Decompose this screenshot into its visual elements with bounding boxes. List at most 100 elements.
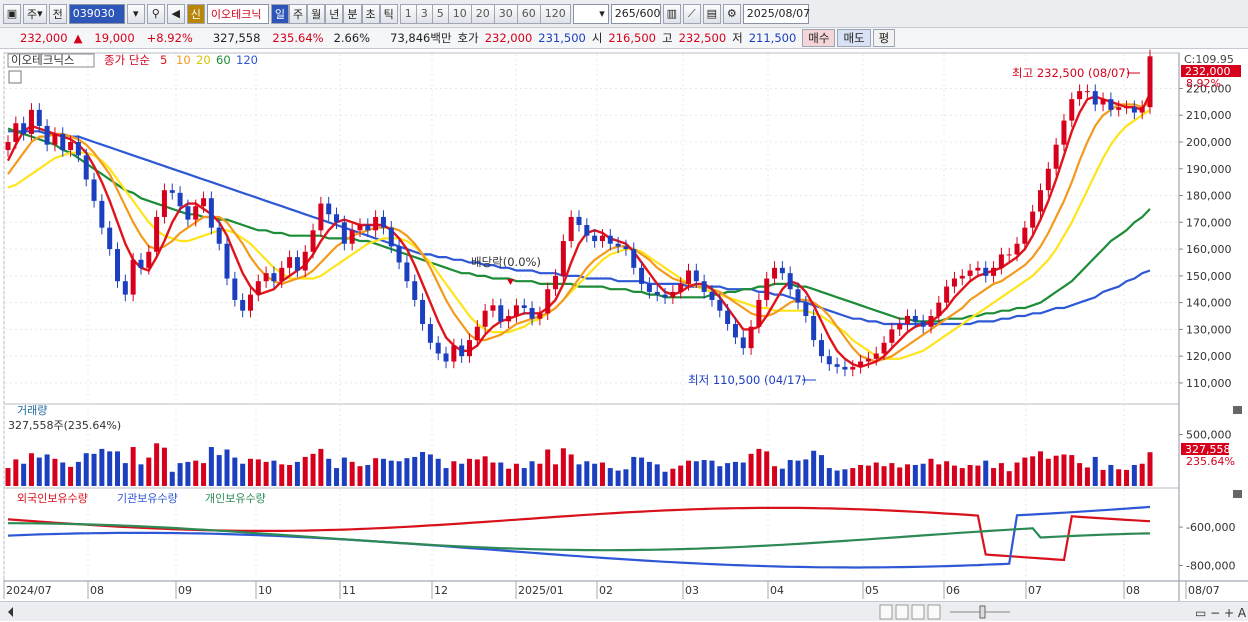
prev-button[interactable]: 전	[48, 3, 67, 24]
holdings-panel-close-icon[interactable]	[1233, 490, 1242, 498]
forward-button[interactable]	[927, 604, 941, 620]
volume-bar	[889, 463, 895, 486]
save-icon[interactable]: ▤	[702, 3, 721, 24]
count-value: 265	[614, 7, 636, 20]
candle-body	[443, 353, 449, 362]
zoom-controls-icon[interactable]: ▭ − + A	[1195, 606, 1247, 620]
scroll-right-button[interactable]	[879, 604, 893, 620]
volume-bar	[279, 464, 285, 486]
gear-icon[interactable]: ⚙	[722, 3, 741, 24]
volume-bar	[13, 459, 19, 486]
tab-tick[interactable]: 틱	[379, 3, 398, 24]
volume-bar	[115, 451, 121, 486]
volume-current-pct: 235.64%	[1186, 455, 1235, 468]
low: 211,500	[748, 31, 797, 45]
stock-code-input[interactable]: 039030	[68, 3, 125, 24]
zoom-slider-handle[interactable]	[979, 605, 986, 619]
volume-bar	[138, 464, 144, 486]
candle-body	[169, 190, 175, 193]
volume-bar	[466, 458, 472, 486]
stop-button[interactable]	[911, 604, 925, 620]
buy-button[interactable]: 매수	[802, 29, 836, 47]
panel-menu-icon[interactable]	[8, 70, 22, 84]
volume-bar	[474, 459, 480, 486]
tab-minute[interactable]: 분	[343, 3, 362, 24]
volume-bar	[811, 450, 817, 486]
candle-body	[529, 307, 535, 319]
count-input[interactable]: 265/600	[610, 3, 661, 24]
candle-body	[513, 305, 519, 317]
candle-body	[52, 133, 58, 145]
volume-bar	[318, 448, 324, 486]
interval-1[interactable]: 1	[399, 3, 417, 24]
stock-name: 이오테크닉	[206, 3, 269, 24]
tab-month[interactable]: 월	[307, 3, 326, 24]
volume-bar	[240, 463, 246, 486]
candle-body	[521, 305, 527, 308]
volume-bar	[787, 460, 793, 486]
badge-new: 신	[186, 3, 205, 24]
interval-3[interactable]: 3	[416, 3, 433, 24]
rewind-button[interactable]	[895, 604, 909, 620]
volume-bar	[568, 454, 574, 486]
price-tick-label: 180,000	[1186, 190, 1232, 203]
candle-body	[334, 214, 340, 223]
dropdown-icon[interactable]: ▾	[126, 3, 145, 24]
volume-bar	[310, 453, 316, 486]
candle-body	[646, 283, 652, 292]
candle-body	[247, 294, 253, 311]
price-tick-label: 220,000	[1186, 82, 1232, 95]
interval-20[interactable]: 20	[471, 3, 495, 24]
interval-60[interactable]: 60	[517, 3, 541, 24]
volume-bar	[803, 459, 809, 486]
candle-body	[1139, 107, 1145, 113]
date-input[interactable]: 2025/08/07	[742, 3, 810, 24]
candle-body	[459, 345, 465, 357]
dividend-annotation: 배당락(0.0%)	[471, 255, 541, 269]
candle-body	[1045, 168, 1051, 191]
candle-body	[568, 216, 574, 242]
candle-body	[599, 235, 605, 242]
price-tick-label: 110,000	[1186, 377, 1232, 390]
interval-30[interactable]: 30	[494, 3, 518, 24]
candle-body	[412, 281, 418, 300]
candle-body	[764, 278, 770, 300]
draw-icon[interactable]: ⟋	[682, 3, 701, 24]
candle-body	[177, 192, 183, 207]
volume-bar	[271, 460, 277, 486]
candle-body	[185, 206, 191, 220]
volume-bar	[52, 458, 58, 486]
tab-day[interactable]: 일	[270, 3, 290, 24]
interval-custom-input[interactable]: ▾	[572, 3, 609, 24]
candle-body	[1014, 243, 1020, 255]
flat-button[interactable]: 평	[872, 29, 896, 47]
candle-body	[224, 243, 230, 279]
volume-bar	[146, 457, 152, 486]
sell-button[interactable]: 매도	[837, 29, 871, 47]
search-icon[interactable]: ⚲	[146, 3, 165, 24]
change: 19,000	[94, 31, 135, 45]
scroll-left-icon[interactable]	[8, 607, 13, 617]
volume-bar	[858, 464, 864, 486]
interval-120[interactable]: 120	[540, 3, 571, 24]
candle-body	[357, 224, 363, 231]
volume-panel-close-icon[interactable]	[1233, 406, 1242, 414]
candle-body	[490, 305, 496, 311]
low-label: 저	[732, 31, 743, 45]
tab-year[interactable]: 년	[325, 3, 344, 24]
interval-10[interactable]: 10	[448, 3, 472, 24]
price-tick-label: 200,000	[1186, 136, 1232, 149]
chart-area[interactable]: 110,000 120,000 130,000 140,000 150,000 160,0…	[0, 49, 1248, 621]
volume-bar	[1131, 464, 1137, 486]
speaker-icon[interactable]: ◀	[166, 3, 185, 24]
candle-body	[826, 356, 832, 365]
price-chart[interactable]: 110,000 120,000 130,000 140,000 150,000 160,0…	[0, 49, 1248, 621]
tab-week[interactable]: 주	[289, 3, 308, 24]
market-select[interactable]: 주 ▾	[23, 3, 47, 24]
volume-bar	[936, 464, 942, 486]
volume-bar	[255, 459, 261, 486]
layout-icon[interactable]: ▣	[3, 3, 21, 24]
tab-second[interactable]: 초	[361, 3, 380, 24]
interval-5[interactable]: 5	[432, 3, 449, 24]
candle-icon[interactable]: ▥	[662, 3, 681, 24]
